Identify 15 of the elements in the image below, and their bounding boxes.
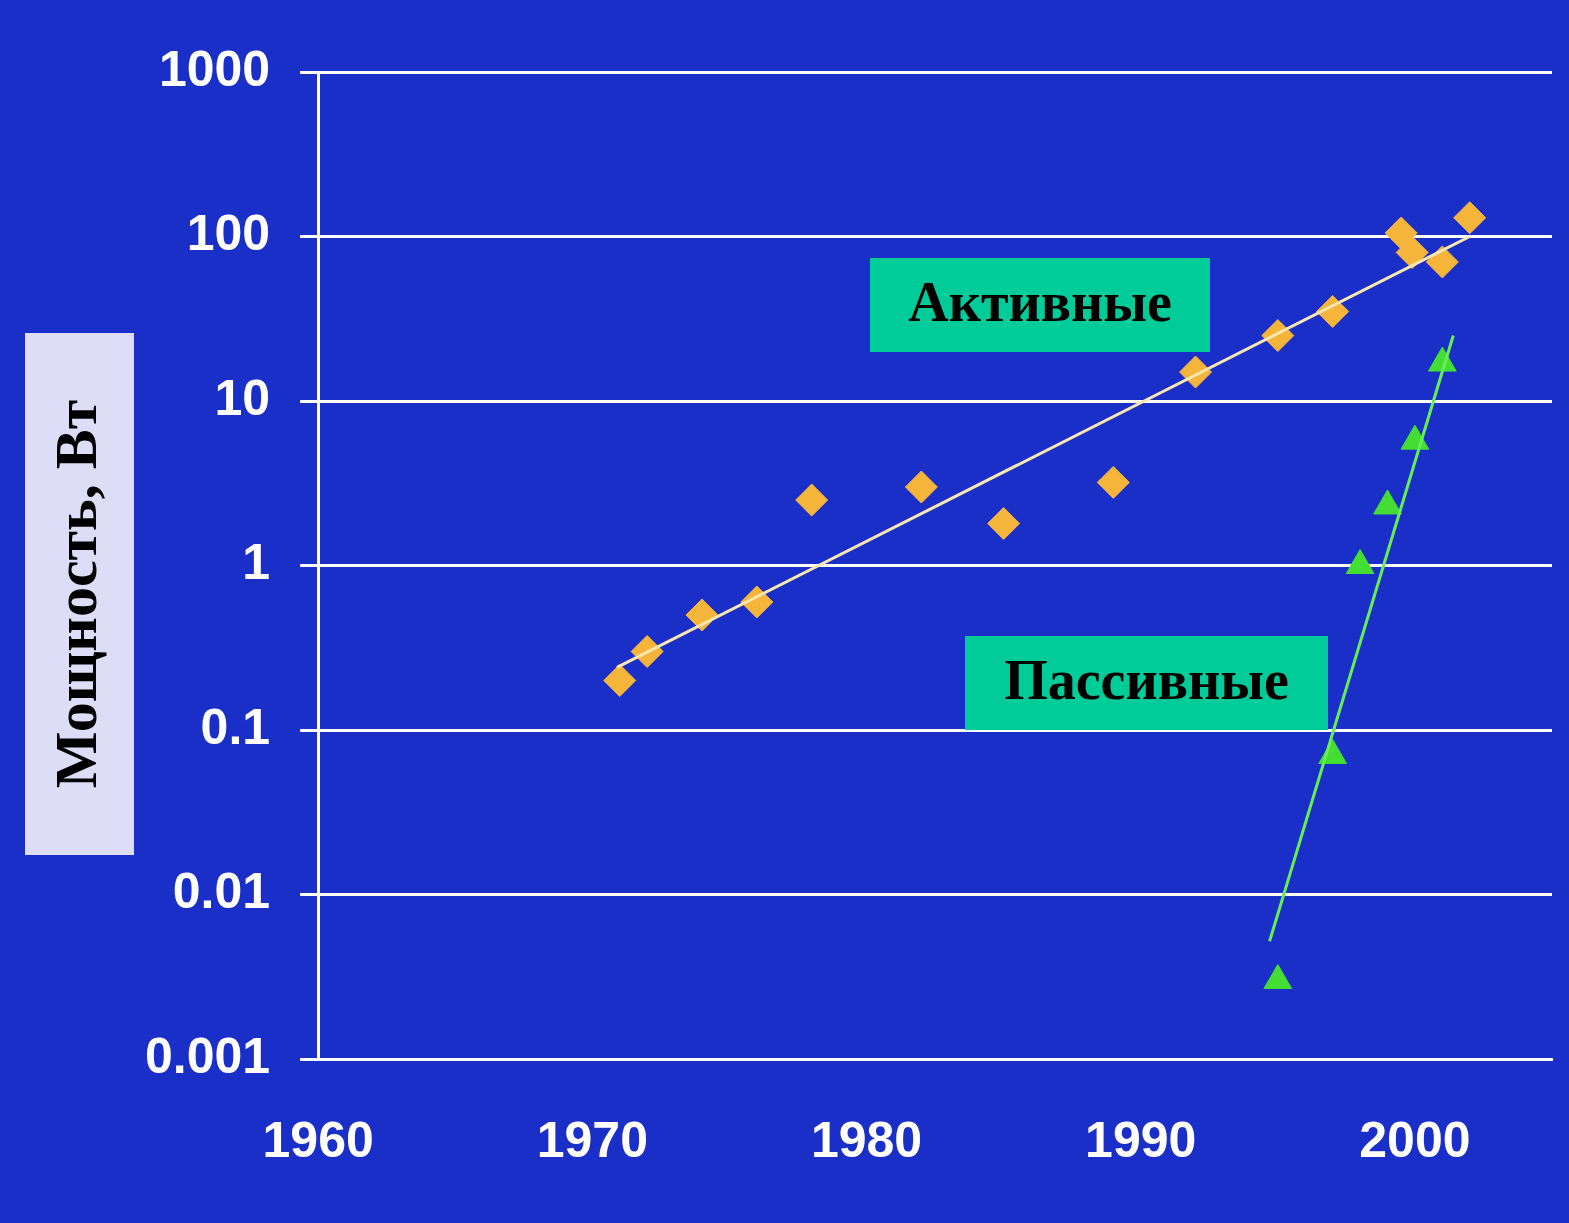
y-tick-label: 0.1 — [200, 698, 271, 755]
y-tick-label: 0.001 — [145, 1027, 271, 1084]
x-tick-label: 1960 — [262, 1111, 374, 1168]
y-tick-label: 1 — [242, 534, 271, 591]
y-tick-label: 10 — [214, 369, 271, 426]
x-tick-label: 1980 — [810, 1111, 923, 1168]
x-tick-label: 2000 — [1359, 1111, 1471, 1168]
x-tick-label: 1970 — [536, 1111, 648, 1168]
x-tick-label: 1990 — [1085, 1111, 1197, 1168]
series-label: Активные — [908, 271, 1172, 334]
y-axis-title: Мощность, Вт — [42, 399, 109, 789]
series-label: Пассивные — [1004, 649, 1289, 712]
y-tick-label: 1000 — [158, 40, 271, 97]
y-tick-label: 0.01 — [172, 863, 271, 920]
y-tick-label: 100 — [186, 205, 271, 262]
